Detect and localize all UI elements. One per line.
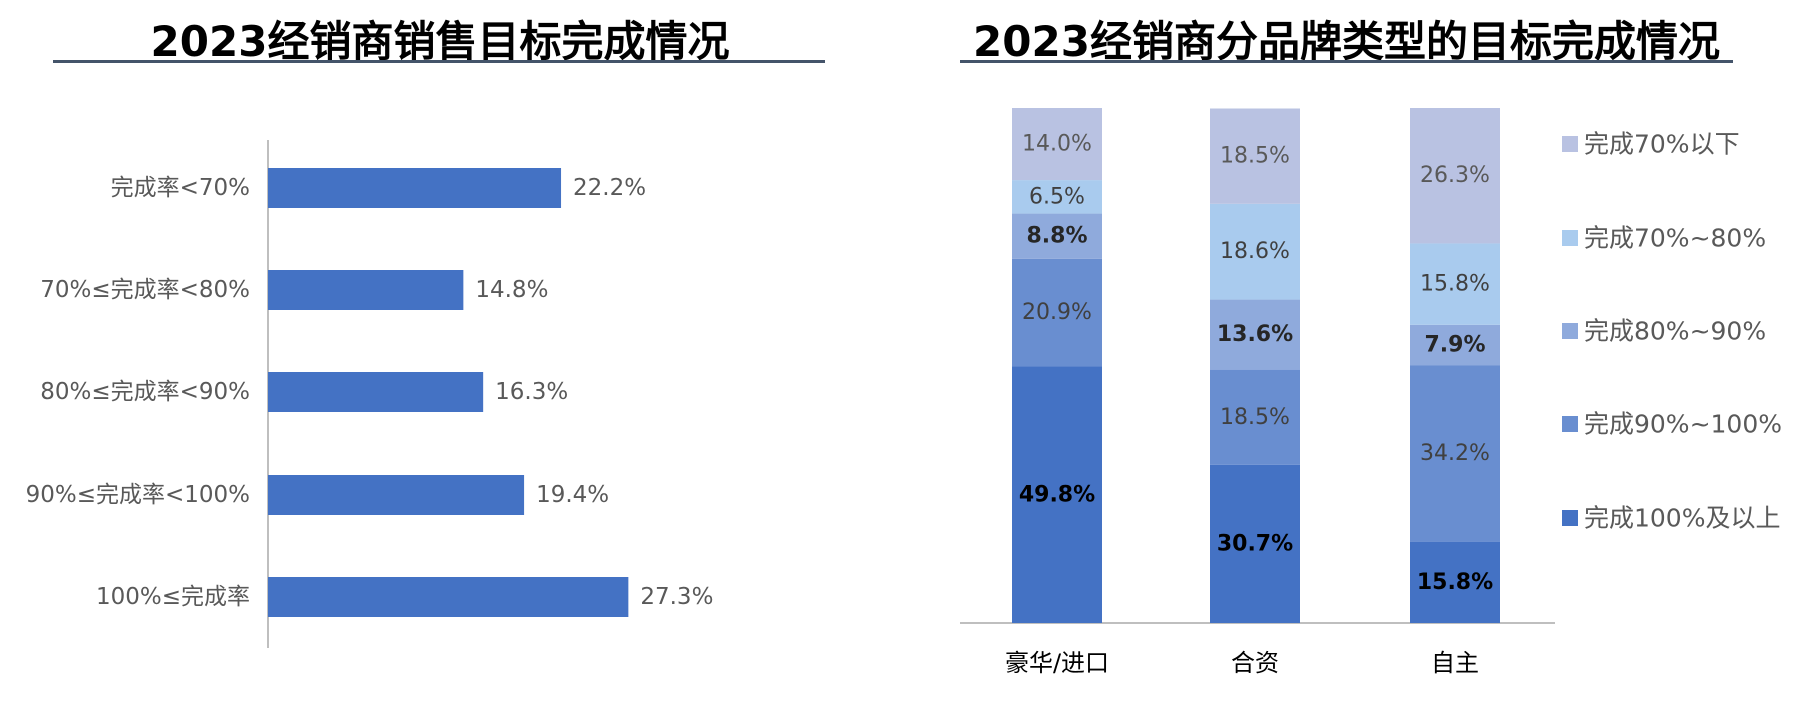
- value-label-1: 22.2%: [573, 175, 646, 201]
- legend-label-4: 完成90%~100%: [1584, 410, 1782, 439]
- segment-label-3-5: 26.3%: [1420, 163, 1490, 188]
- legend-swatch-3: [1562, 323, 1578, 339]
- segment-label-1-2: 20.9%: [1022, 300, 1092, 325]
- segment-2-2: [1210, 369, 1300, 465]
- segment-label-3-1: 15.8%: [1417, 570, 1493, 595]
- bar-1: [268, 168, 562, 208]
- x-category-label-3: 自主: [1431, 649, 1479, 677]
- segment-2-3: [1210, 299, 1300, 370]
- category-label-4: 90%≤完成率<100%: [26, 482, 250, 508]
- right-stacked-bar-chart: 49.8% 20.9% 8.8% 6.5% 14.0% 豪华/进口 30.7% 18.5% 13…: [960, 108, 1782, 677]
- right-chart-panel: 2023经销商分品牌类型的目标完成情况 49.8% 20.9% 8.8% 6.5% 14…: [960, 0, 1801, 705]
- legend-label-5: 完成100%及以上: [1584, 504, 1780, 533]
- right-chart-title: 2023经销商分品牌类型的目标完成情况: [973, 17, 1720, 66]
- left-title-underline: [53, 60, 825, 63]
- segment-3-5: [1410, 108, 1500, 244]
- segment-2-1: [1210, 464, 1300, 623]
- legend-swatch-5: [1562, 510, 1578, 526]
- legend-swatch-4: [1562, 416, 1578, 432]
- segment-label-1-5: 14.0%: [1022, 132, 1092, 157]
- left-horizontal-bar-chart: 完成率<70% 22.2% 70%≤完成率<80% 14.8% 80%≤完成率<90% 1…: [26, 140, 713, 648]
- right-title-underline: [960, 60, 1733, 63]
- legend-swatch-1: [1562, 136, 1578, 152]
- segment-label-1-1: 49.8%: [1019, 482, 1095, 507]
- value-label-3: 16.3%: [495, 379, 568, 405]
- segment-3-4: [1410, 243, 1500, 325]
- segment-2-5: [1210, 108, 1300, 204]
- category-label-1: 完成率<70%: [111, 175, 250, 201]
- segment-1-2: [1012, 258, 1102, 367]
- value-label-4: 19.4%: [536, 482, 609, 508]
- segment-label-3-2: 34.2%: [1420, 441, 1490, 466]
- segment-label-2-3: 13.6%: [1217, 322, 1293, 347]
- bar-3: [268, 372, 484, 412]
- segment-1-4: [1012, 180, 1102, 214]
- bar-5: [268, 577, 629, 617]
- bar-2: [268, 270, 464, 310]
- segment-label-3-4: 15.8%: [1420, 272, 1490, 297]
- segment-label-2-2: 18.5%: [1220, 405, 1290, 430]
- segment-label-1-3: 8.8%: [1026, 224, 1087, 249]
- bar-4: [268, 475, 525, 515]
- category-label-2: 70%≤完成率<80%: [40, 277, 250, 303]
- segment-label-3-3: 7.9%: [1424, 333, 1485, 358]
- segment-2-4: [1210, 203, 1300, 300]
- segment-3-3: [1410, 324, 1500, 366]
- segment-label-1-4: 6.5%: [1029, 184, 1085, 209]
- segment-label-2-4: 18.6%: [1220, 239, 1290, 264]
- left-chart-title: 2023经销商销售目标完成情况: [150, 17, 730, 66]
- value-label-5: 27.3%: [640, 584, 713, 610]
- x-category-label-1: 豪华/进口: [1005, 649, 1109, 677]
- category-label-3: 80%≤完成率<90%: [40, 379, 250, 405]
- segment-1-5: [1012, 108, 1102, 181]
- segment-3-1: [1410, 541, 1500, 623]
- segment-label-2-5: 18.5%: [1220, 144, 1290, 169]
- segment-label-2-1: 30.7%: [1217, 531, 1293, 556]
- segment-3-2: [1410, 365, 1500, 542]
- legend-label-1: 完成70%以下: [1584, 130, 1740, 159]
- legend-label-2: 完成70%~80%: [1584, 224, 1766, 253]
- value-label-2: 14.8%: [475, 277, 548, 303]
- segment-1-1: [1012, 366, 1102, 623]
- legend-swatch-2: [1562, 230, 1578, 246]
- x-category-label-2: 合资: [1231, 649, 1279, 677]
- legend-label-3: 完成80%~90%: [1584, 317, 1766, 346]
- left-chart-panel: 2023经销商销售目标完成情况 完成率<70% 22.2% 70%≤完成率<80% 1…: [0, 0, 840, 705]
- segment-1-3: [1012, 213, 1102, 259]
- category-label-5: 100%≤完成率: [96, 584, 250, 610]
